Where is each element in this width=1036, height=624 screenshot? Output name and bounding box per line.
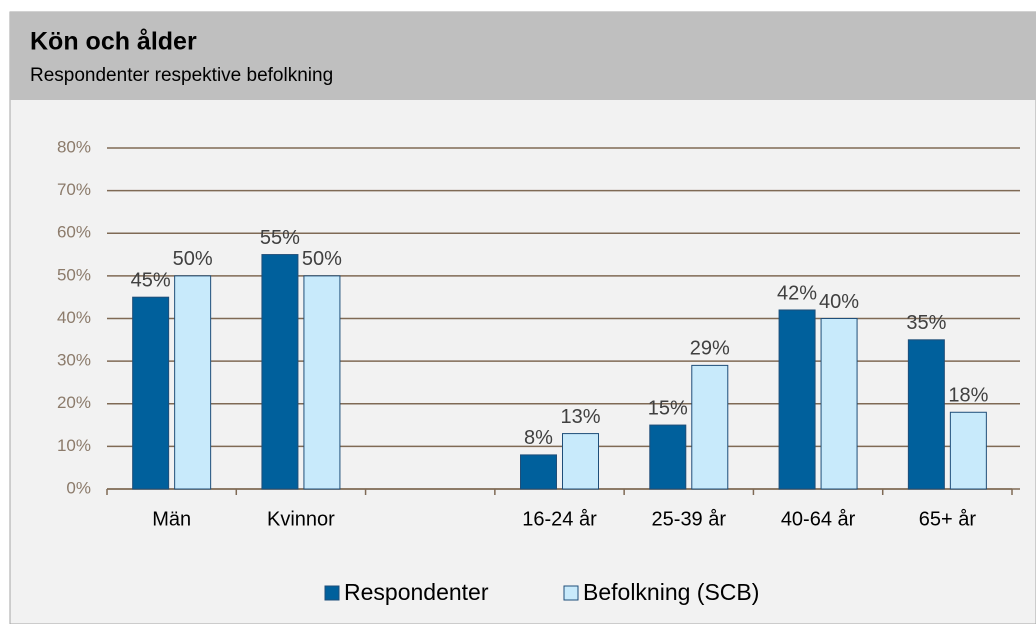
data-label: 50% <box>173 248 213 270</box>
data-label: 45% <box>131 269 171 291</box>
legend-swatch <box>563 585 579 601</box>
bar <box>132 296 170 490</box>
bar <box>820 318 858 490</box>
data-label: 18% <box>948 385 988 407</box>
y-tick-label: 80% <box>57 137 91 156</box>
data-label: 42% <box>777 282 817 304</box>
bar <box>303 275 341 490</box>
x-tick-label: 25-39 år <box>652 508 727 530</box>
bar <box>778 309 816 490</box>
data-label: 8% <box>524 427 553 449</box>
data-label: 13% <box>560 406 600 428</box>
bar <box>261 254 299 490</box>
x-tick-label: 40-64 år <box>781 508 856 530</box>
y-tick-label: 20% <box>57 393 91 412</box>
legend-label: Respondenter <box>344 579 489 605</box>
chart-subtitle: Respondenter respektive befolkning <box>30 65 333 86</box>
bar <box>907 339 945 490</box>
data-label: 55% <box>260 227 300 249</box>
y-tick-label: 60% <box>57 223 91 242</box>
bar <box>949 411 987 490</box>
data-label: 50% <box>302 248 342 270</box>
y-tick-label: 0% <box>66 478 91 497</box>
bar <box>174 275 212 490</box>
x-tick-label: 16-24 år <box>522 508 597 530</box>
x-tick-label: Kvinnor <box>267 508 335 530</box>
y-tick-label: 70% <box>57 180 91 199</box>
x-tick-label: 65+ år <box>919 508 977 530</box>
data-label: 15% <box>648 397 688 419</box>
data-label: 40% <box>819 291 859 313</box>
legend-swatch <box>324 585 340 601</box>
y-tick-label: 30% <box>57 351 91 370</box>
bar <box>520 454 557 490</box>
data-label: 29% <box>690 338 730 360</box>
data-label: 35% <box>906 312 946 334</box>
bar <box>649 424 687 490</box>
y-tick-label: 50% <box>57 265 91 284</box>
y-tick-label: 10% <box>57 436 91 455</box>
x-tick-label: Män <box>152 508 191 530</box>
bar <box>691 364 729 490</box>
chart-title: Kön och ålder <box>30 28 197 56</box>
bar <box>562 433 599 490</box>
header <box>10 12 1036 100</box>
legend-label: Befolkning (SCB) <box>583 579 759 605</box>
y-tick-label: 40% <box>57 308 91 327</box>
